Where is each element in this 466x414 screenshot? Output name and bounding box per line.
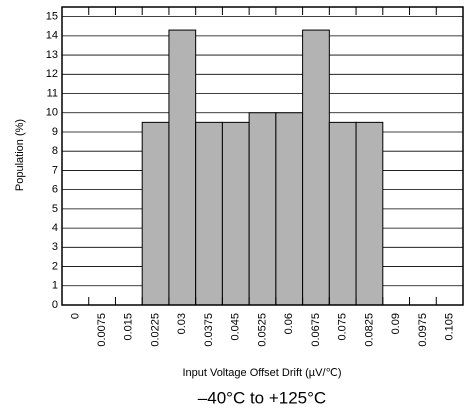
- x-axis-label: Input Voltage Offset Drift (µV/℃): [182, 367, 341, 379]
- x-tick-label: 0: [69, 313, 81, 319]
- y-axis-label: Population (%): [14, 119, 26, 191]
- y-tick-label: 13: [46, 49, 58, 61]
- bar: [302, 29, 330, 306]
- y-tick-label: 14: [46, 30, 58, 42]
- x-tick-label: 0.09: [390, 313, 402, 334]
- x-tick-label: 0.0975: [417, 313, 429, 347]
- annotation: –40°C to +125°C: [198, 388, 326, 407]
- y-tick-label: 5: [52, 203, 58, 215]
- x-tick-label: 0.045: [230, 313, 242, 341]
- x-tick-label: 0.105: [444, 313, 456, 341]
- bar: [168, 29, 197, 306]
- bar: [275, 112, 304, 306]
- y-tick-label: 3: [52, 241, 58, 253]
- y-tick-label: 7: [52, 164, 58, 176]
- y-tick-label: 9: [52, 126, 58, 138]
- x-tick-label: 0.0075: [96, 313, 108, 347]
- y-tick-label: 6: [52, 184, 58, 196]
- bar: [328, 121, 357, 306]
- y-tick-label: 10: [46, 107, 58, 119]
- y-tick-label: 8: [52, 145, 58, 157]
- bar: [355, 121, 384, 306]
- y-tick-label: 1: [52, 280, 58, 292]
- y-tick-label: 0: [52, 299, 58, 311]
- bar: [195, 121, 223, 306]
- x-tick-label: 0.0525: [256, 313, 268, 347]
- x-tick-label: 0.03: [176, 313, 188, 334]
- y-tick-label: 11: [47, 87, 58, 99]
- x-tick-label: 0.0825: [363, 313, 375, 347]
- x-tick-label: 0.0675: [310, 313, 322, 347]
- bar: [141, 121, 170, 306]
- x-tick-label: 0.0375: [203, 313, 215, 347]
- x-tick-label: 0.06: [283, 313, 295, 334]
- bar: [221, 121, 250, 306]
- y-tick-label: 4: [52, 222, 58, 234]
- x-tick-label: 0.0225: [149, 313, 161, 347]
- bar: [248, 112, 277, 306]
- x-tick-label: 0.015: [123, 313, 135, 341]
- y-tick-label: 12: [46, 68, 58, 80]
- y-tick-label: 2: [52, 260, 58, 272]
- y-tick-label: 15: [46, 11, 58, 23]
- plot-frame: [61, 6, 464, 306]
- x-tick-label: 0.075: [337, 313, 349, 341]
